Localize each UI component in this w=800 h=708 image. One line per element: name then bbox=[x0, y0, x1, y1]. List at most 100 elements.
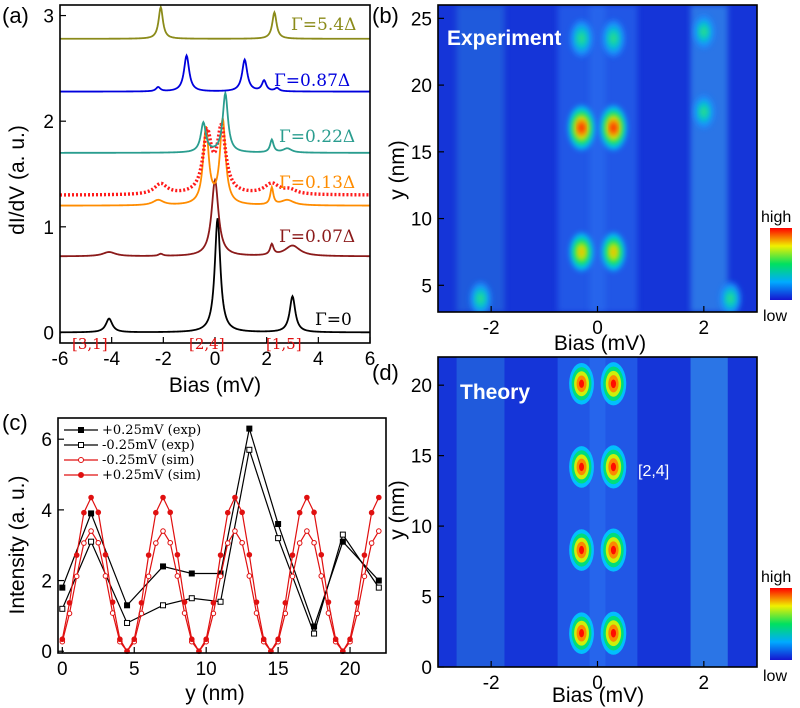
legend-label: +0.25mV (exp) bbox=[102, 423, 201, 438]
panel-b-label: (b) bbox=[372, 3, 399, 28]
data-point bbox=[232, 528, 238, 534]
panel-a-xtick-label: 0 bbox=[210, 349, 221, 370]
data-point bbox=[145, 552, 152, 558]
panel-b-band bbox=[690, 5, 728, 312]
legend-marker bbox=[78, 427, 84, 433]
data-point bbox=[88, 494, 94, 501]
panel-b-ytick-label: 20 bbox=[411, 76, 432, 97]
data-point bbox=[318, 551, 325, 558]
data-point bbox=[167, 509, 174, 516]
panel-d-spot bbox=[579, 545, 585, 555]
gamma-label-0-22: Γ=0.22Δ bbox=[279, 127, 355, 147]
panel-b-spot bbox=[578, 247, 585, 257]
panel-a: (a) -6 -4 -2 0 2 4 6 0 1 2 3 Bias (mV) dI/dV (a. u… bbox=[2, 3, 375, 397]
panel-d-spot bbox=[579, 462, 585, 472]
panel-c-xlabel: y (nm) bbox=[185, 682, 245, 705]
panel-d-title: Theory bbox=[460, 381, 530, 404]
series-line-2 bbox=[61, 529, 380, 653]
panel-d-ytick-label: 0 bbox=[421, 658, 432, 679]
data-point bbox=[188, 570, 195, 577]
data-point bbox=[289, 573, 296, 580]
legend-marker bbox=[78, 457, 84, 463]
panel-a-ticks: -6 -4 -2 0 2 4 6 0 1 2 3 bbox=[43, 7, 375, 370]
data-point bbox=[88, 528, 94, 534]
data-point bbox=[124, 619, 131, 626]
data-point bbox=[59, 605, 66, 612]
panel-d-ytick-label: 10 bbox=[411, 517, 432, 538]
panel-d-map bbox=[438, 357, 757, 667]
panel-a-xtick-label: -2 bbox=[155, 349, 172, 370]
panel-d-ylabel: y (nm) bbox=[386, 480, 409, 540]
panel-b-ytick-label: 25 bbox=[411, 9, 432, 30]
panel-b-spot bbox=[700, 26, 708, 38]
data-point bbox=[376, 494, 382, 501]
colorbar-b-gradient bbox=[770, 228, 792, 300]
panel-b-ytick-label: 10 bbox=[411, 210, 432, 231]
data-point bbox=[102, 573, 109, 579]
panel-d-label: (d) bbox=[372, 360, 399, 385]
colorbar-d-gradient bbox=[770, 588, 792, 660]
gamma-label-0-87: Γ=0.87Δ bbox=[274, 71, 350, 91]
panel-b-xtick-label: 2 bbox=[699, 318, 710, 339]
curve-exp bbox=[60, 121, 371, 197]
peak-label-3-1: [3,1] bbox=[72, 335, 108, 353]
colorbar-b-low: low bbox=[763, 308, 787, 325]
data-point bbox=[239, 539, 245, 546]
panel-c-ytick-label: 4 bbox=[41, 501, 52, 522]
panel-b-spot bbox=[700, 106, 708, 118]
panel-d-ytick-label: 20 bbox=[411, 376, 432, 397]
panel-c-ytick-label: 0 bbox=[41, 642, 52, 663]
panel-a-curves bbox=[60, 4, 371, 334]
panel-c-ytick-label: 6 bbox=[41, 430, 52, 451]
data-point bbox=[347, 636, 353, 643]
panel-d-ytick-label: 5 bbox=[421, 588, 432, 609]
panel-b-spot bbox=[727, 293, 734, 305]
data-point bbox=[361, 573, 368, 580]
panel-b-xtick-label: 0 bbox=[592, 318, 603, 339]
panel-b-spot bbox=[610, 247, 617, 257]
panel-d-spot bbox=[579, 379, 585, 388]
panel-d-xlabel: Bias (mV) bbox=[552, 684, 644, 707]
data-point bbox=[253, 599, 260, 605]
legend-marker bbox=[78, 472, 84, 478]
panel-d-spot bbox=[579, 629, 585, 638]
data-point bbox=[81, 540, 87, 546]
data-point bbox=[109, 599, 116, 605]
data-point bbox=[160, 494, 166, 501]
panel-b-spot bbox=[577, 32, 586, 45]
panel-c-xtick-label: 20 bbox=[339, 659, 360, 680]
legend-marker bbox=[78, 442, 84, 448]
data-point bbox=[368, 540, 375, 546]
data-point bbox=[325, 599, 332, 605]
panel-d-spot bbox=[610, 379, 617, 389]
data-point bbox=[210, 600, 217, 606]
data-point bbox=[203, 636, 209, 643]
curve---0-07- bbox=[60, 177, 370, 258]
panel-a-label: (a) bbox=[2, 3, 29, 28]
panel-d-xtick-label: -2 bbox=[483, 673, 500, 694]
data-point bbox=[246, 573, 253, 579]
data-point bbox=[73, 573, 80, 580]
panel-d-band bbox=[690, 357, 728, 667]
panel-c-xtick-label: 0 bbox=[57, 659, 68, 680]
curve---0-87- bbox=[60, 53, 370, 93]
panel-d-spots bbox=[569, 362, 627, 655]
peak-label-1-5: [1,5] bbox=[266, 335, 302, 353]
panel-c-xtick-label: 15 bbox=[268, 659, 289, 680]
data-point bbox=[59, 584, 66, 591]
data-point bbox=[59, 636, 66, 643]
data-point bbox=[260, 636, 267, 643]
panel-b-title: Experiment bbox=[447, 27, 561, 50]
data-point bbox=[160, 602, 167, 609]
data-point bbox=[246, 551, 253, 558]
data-point bbox=[224, 509, 231, 516]
panel-a-ylabel: dI/dV (a. u.) bbox=[6, 125, 29, 235]
data-point bbox=[131, 636, 138, 643]
gamma-label-0-07: Γ=0.07Δ bbox=[279, 227, 355, 247]
data-point bbox=[174, 551, 181, 558]
panel-a-xtick-label: -6 bbox=[52, 349, 69, 370]
data-point bbox=[339, 531, 346, 538]
data-point bbox=[375, 577, 382, 584]
